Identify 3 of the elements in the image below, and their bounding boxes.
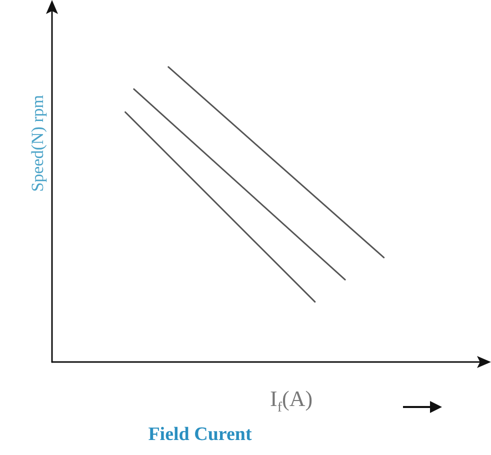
y-axis-title: Speed(N) rpm bbox=[28, 95, 47, 192]
text: Field Curent bbox=[147, 424, 253, 446]
x-axis-title: I$_{f}$(A) bbox=[270, 386, 313, 416]
